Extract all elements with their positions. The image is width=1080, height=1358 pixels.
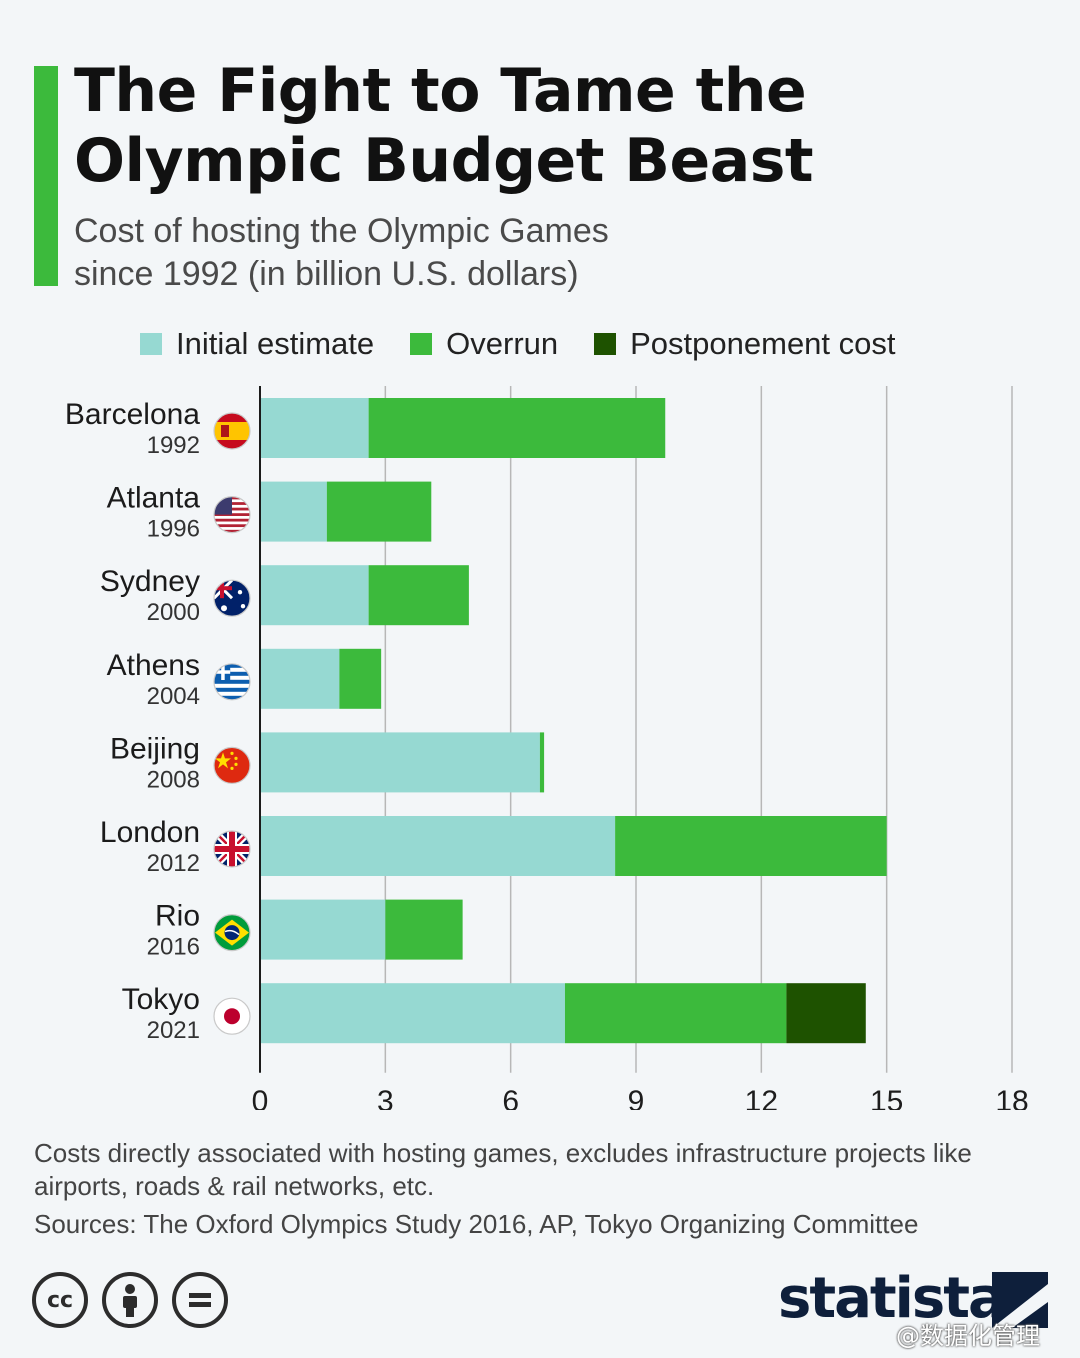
cc-icon-text: cc [46,1287,74,1313]
brazil-flag-icon-rim [213,913,251,952]
japan-flag-icon-rim [213,997,251,1035]
greece-flag-icon-rim [213,663,251,701]
bar-atlanta-overrun [326,481,432,542]
city-label-beijing: Beijing [110,732,200,765]
city-label-london: London [100,816,200,849]
bar-tokyo-overrun [564,983,787,1044]
year-label-2008: 2008 [147,766,200,793]
year-label-2016: 2016 [147,934,200,961]
city-label-tokyo: Tokyo [122,983,200,1016]
x-tick-label-9: 9 [628,1085,645,1110]
legend-item-postponement-cost: Postponement cost [594,326,896,362]
attribution-icon [102,1272,158,1328]
bar-sydney-initial-estimate [260,565,369,626]
legend-item-overrun: Overrun [410,326,558,362]
usa-flag-icon-rim [213,496,251,534]
city-label-atlanta: Atlanta [107,482,201,515]
bar-rio-overrun [385,899,463,960]
year-label-2012: 2012 [147,850,200,877]
bar-tokyo-initial-estimate [260,983,565,1044]
statista-logo[interactable]: statista [778,1266,1006,1331]
chart-legend: Initial estimate Overrun Postponement co… [140,322,932,366]
china-flag-icon [214,747,250,784]
license-icons: cc [32,1272,242,1328]
no-derivatives-icon [172,1272,228,1328]
x-tick-label-3: 3 [377,1085,394,1110]
spain-flag-icon [214,413,250,449]
city-label-rio: Rio [155,900,200,933]
year-label-1992: 1992 [147,432,200,459]
bar-rio-initial-estimate [260,899,386,960]
page-title: The Fight to Tame the Olympic Budget Bea… [74,56,1034,196]
spain-flag-icon-rim [213,412,251,450]
watermark-text: @数据化管理 [896,1322,1040,1350]
bar-barcelona-overrun [368,398,666,458]
equals-glyph [189,1293,211,1307]
creative-commons-icon: cc [32,1272,88,1328]
australia-flag-icon-rim [213,579,251,617]
city-label-athens: Athens [107,649,200,682]
person-glyph [123,1284,137,1317]
australia-flag-icon [214,580,250,617]
brazil-flag-icon [214,914,250,951]
x-tick-label-6: 6 [502,1085,519,1110]
bar-athens-overrun [339,648,382,709]
bar-sydney-overrun [368,565,469,626]
usa-flag-icon [214,496,250,533]
legend-swatch-initial-estimate [140,333,162,355]
bar-atlanta-initial-estimate [260,481,327,542]
title-accent-bar [34,66,58,286]
title-line-1: The Fight to Tame the [74,56,807,126]
legend-swatch-postponement-cost [594,333,617,355]
uk-flag-icon [214,831,250,867]
x-tick-label-0: 0 [252,1085,269,1110]
page-subtitle: Cost of hosting the Olympic Games since … [74,210,974,296]
city-label-sydney: Sydney [100,565,200,598]
legend-item-initial-estimate: Initial estimate [140,326,374,362]
bar-beijing-overrun [539,732,545,793]
bar-athens-initial-estimate [260,648,340,709]
bar-london-overrun [615,816,887,876]
bar-beijing-initial-estimate [260,732,540,793]
legend-label-initial-estimate: Initial estimate [176,326,375,361]
bar-barcelona-initial-estimate [260,398,369,458]
legend-swatch-overrun [410,333,433,355]
sources-text: Sources: The Oxford Olympics Study 2016,… [34,1209,919,1239]
city-label-barcelona: Barcelona [65,398,200,431]
title-line-2: Olympic Budget Beast [74,126,814,196]
legend-label-postponement-cost: Postponement cost [630,326,896,361]
subtitle-line-2: since 1992 (in billion U.S. dollars) [74,255,579,293]
year-label-2004: 2004 [147,683,200,710]
x-tick-label-18: 18 [995,1085,1028,1110]
legend-label-overrun: Overrun [446,326,559,361]
china-flag-icon-rim [213,746,251,784]
x-tick-label-15: 15 [870,1085,903,1110]
year-label-2000: 2000 [147,599,200,626]
bar-tokyo-postponement-cost [786,983,866,1044]
japan-flag-icon [214,998,250,1035]
statista-logo-mark-icon [992,1272,1048,1328]
year-label-1996: 1996 [147,516,200,543]
year-label-2021: 2021 [147,1017,200,1044]
x-tick-label-12: 12 [745,1085,778,1110]
bar-london-initial-estimate [260,816,616,876]
greece-flag-icon [214,663,250,700]
subtitle-line-1: Cost of hosting the Olympic Games [74,212,609,250]
uk-flag-icon-rim [213,830,251,868]
footnote: Costs directly associated with hosting g… [34,1138,972,1201]
